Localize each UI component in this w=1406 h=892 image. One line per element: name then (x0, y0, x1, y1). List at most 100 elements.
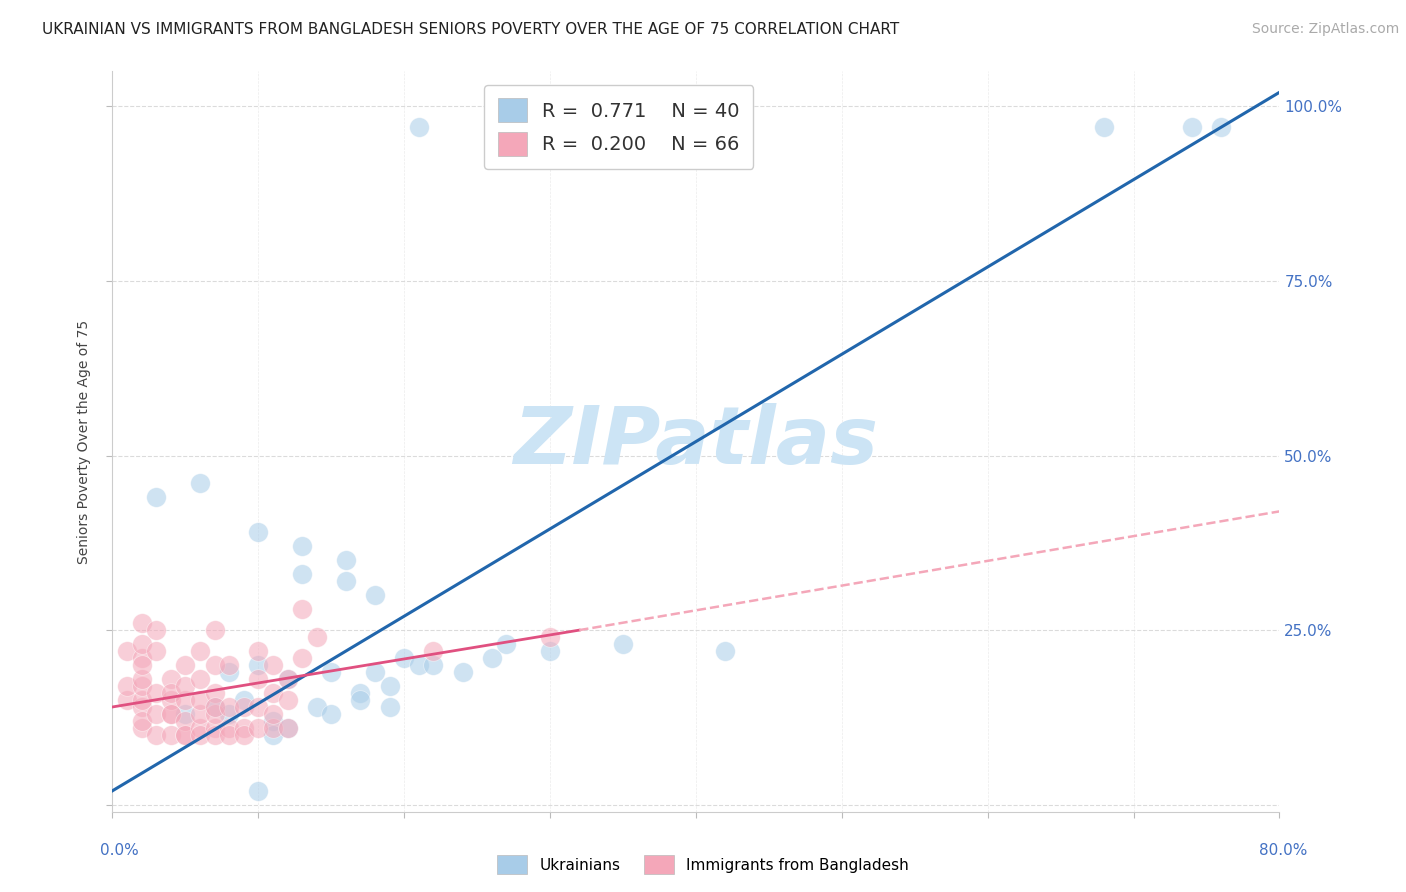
Point (422, 644, 444, 658)
Point (232, 721, 254, 735)
Point (160, 706, 183, 721)
Point (291, 539, 314, 553)
Point (305, 630, 328, 644)
Point (305, 700, 328, 714)
Point (378, 679, 401, 693)
Point (291, 651, 314, 665)
Point (145, 728, 167, 742)
Point (145, 491, 167, 505)
Point (451, 665, 474, 679)
Point (218, 728, 240, 742)
Point (218, 700, 240, 714)
Point (204, 700, 226, 714)
Point (188, 728, 211, 742)
Point (204, 686, 226, 700)
Point (115, 679, 138, 693)
Point (247, 721, 270, 735)
Point (131, 700, 153, 714)
Point (131, 714, 153, 728)
Point (160, 706, 183, 721)
Point (204, 623, 226, 637)
Point (131, 693, 153, 707)
Point (247, 525, 270, 540)
Point (612, 637, 634, 651)
Point (188, 644, 211, 658)
Point (204, 658, 226, 673)
Point (262, 714, 284, 728)
Point (262, 721, 284, 735)
Point (714, 644, 737, 658)
Point (160, 686, 183, 700)
Point (422, 658, 444, 673)
Point (262, 728, 284, 742)
Point (188, 706, 211, 721)
Point (392, 651, 416, 665)
Point (174, 706, 197, 721)
Point (247, 658, 270, 673)
Point (131, 637, 153, 651)
Point (160, 728, 183, 742)
Point (378, 700, 401, 714)
Point (218, 721, 240, 735)
Point (1181, 120, 1204, 135)
Point (481, 651, 503, 665)
Point (188, 672, 211, 686)
Point (174, 693, 197, 707)
Point (538, 630, 561, 644)
Point (262, 686, 284, 700)
Point (349, 686, 371, 700)
Y-axis label: Seniors Poverty Over the Age of 75: Seniors Poverty Over the Age of 75 (77, 319, 91, 564)
Point (276, 693, 298, 707)
Point (364, 665, 387, 679)
Point (131, 679, 153, 693)
Point (408, 658, 430, 673)
Point (131, 651, 153, 665)
Point (247, 700, 270, 714)
Point (495, 637, 517, 651)
Point (131, 658, 153, 673)
Point (364, 588, 387, 602)
Point (232, 700, 254, 714)
Point (204, 700, 226, 714)
Point (188, 693, 211, 707)
Point (247, 784, 270, 798)
Legend: R =  0.771    N = 40, R =  0.200    N = 66: R = 0.771 N = 40, R = 0.200 N = 66 (484, 85, 754, 169)
Point (174, 728, 197, 742)
Point (276, 721, 298, 735)
Point (218, 706, 240, 721)
Point (276, 672, 298, 686)
Legend: Ukrainians, Immigrants from Bangladesh: Ukrainians, Immigrants from Bangladesh (491, 849, 915, 880)
Point (131, 672, 153, 686)
Point (218, 665, 240, 679)
Point (174, 658, 197, 673)
Point (115, 644, 138, 658)
Point (145, 644, 167, 658)
Point (262, 658, 284, 673)
Point (1209, 120, 1232, 135)
Point (1092, 120, 1115, 135)
Point (335, 574, 357, 589)
Point (232, 693, 254, 707)
Text: 80.0%: 80.0% (1260, 843, 1308, 858)
Point (291, 567, 314, 582)
Point (160, 693, 183, 707)
Point (262, 706, 284, 721)
Point (174, 714, 197, 728)
Point (349, 693, 371, 707)
Point (247, 644, 270, 658)
Text: ZIPatlas: ZIPatlas (513, 402, 879, 481)
Point (145, 706, 167, 721)
Point (174, 679, 197, 693)
Point (232, 728, 254, 742)
Point (276, 672, 298, 686)
Point (188, 476, 211, 491)
Point (218, 658, 240, 673)
Point (247, 672, 270, 686)
Point (204, 706, 226, 721)
Point (145, 623, 167, 637)
Point (321, 706, 343, 721)
Text: 0.0%: 0.0% (100, 843, 139, 858)
Point (131, 721, 153, 735)
Point (115, 693, 138, 707)
Point (131, 616, 153, 631)
